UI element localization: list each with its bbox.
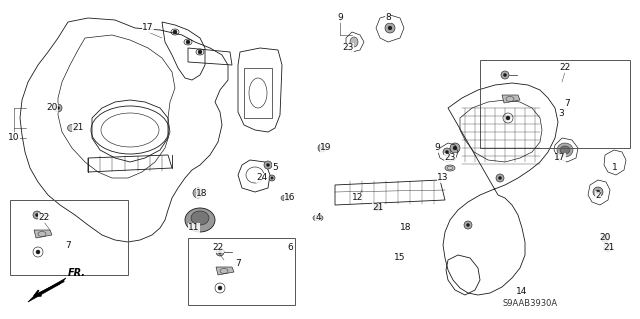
Circle shape (36, 250, 40, 254)
Text: 6: 6 (287, 243, 293, 253)
Circle shape (496, 174, 504, 182)
Circle shape (54, 104, 62, 112)
Text: 8: 8 (385, 13, 391, 23)
Circle shape (506, 116, 510, 120)
Polygon shape (34, 230, 52, 238)
Text: 22: 22 (559, 63, 571, 72)
Circle shape (321, 146, 324, 150)
Circle shape (388, 26, 392, 30)
Text: 20: 20 (599, 234, 611, 242)
Polygon shape (502, 95, 520, 103)
Text: 18: 18 (400, 224, 412, 233)
Text: 3: 3 (558, 108, 564, 117)
Polygon shape (216, 267, 234, 275)
Bar (188, 238, 295, 305)
Text: 19: 19 (320, 144, 332, 152)
Text: 7: 7 (564, 100, 570, 108)
Bar (480, 60, 630, 148)
Polygon shape (28, 278, 66, 302)
Ellipse shape (445, 165, 455, 171)
Bar (244, 68, 272, 118)
Text: 21: 21 (72, 123, 84, 132)
Text: 14: 14 (516, 287, 528, 296)
Text: 17: 17 (142, 24, 154, 33)
Circle shape (35, 213, 38, 217)
Circle shape (271, 177, 273, 179)
Text: 23: 23 (342, 43, 354, 53)
Ellipse shape (281, 195, 291, 201)
Ellipse shape (604, 244, 612, 251)
Text: 4: 4 (315, 213, 321, 222)
Circle shape (499, 176, 502, 180)
Circle shape (596, 190, 600, 194)
Circle shape (467, 223, 470, 226)
Circle shape (216, 248, 224, 256)
Circle shape (445, 150, 449, 154)
Circle shape (186, 40, 190, 44)
Circle shape (218, 250, 221, 254)
Circle shape (266, 163, 269, 167)
Text: 7: 7 (65, 241, 71, 249)
Circle shape (501, 71, 509, 79)
Circle shape (196, 191, 200, 195)
Text: 23: 23 (444, 153, 456, 162)
Text: 12: 12 (352, 194, 364, 203)
Ellipse shape (557, 143, 573, 157)
Circle shape (33, 211, 41, 219)
Circle shape (198, 50, 202, 54)
Bar (10, 200, 128, 275)
Text: 22: 22 (212, 243, 223, 253)
Circle shape (464, 221, 472, 229)
Circle shape (504, 73, 507, 77)
Text: S9AAB3930A: S9AAB3930A (502, 299, 557, 308)
Circle shape (56, 107, 60, 110)
Text: FR.: FR. (68, 268, 86, 278)
Text: 9: 9 (337, 13, 343, 23)
Text: 15: 15 (394, 254, 406, 263)
Circle shape (604, 236, 607, 240)
Circle shape (593, 187, 603, 197)
Ellipse shape (191, 211, 209, 225)
Circle shape (450, 143, 460, 153)
Ellipse shape (185, 208, 215, 232)
Text: 11: 11 (188, 224, 200, 233)
Text: 10: 10 (8, 132, 20, 142)
Circle shape (173, 30, 177, 34)
Ellipse shape (350, 37, 358, 47)
Text: 9: 9 (434, 144, 440, 152)
Text: 13: 13 (437, 174, 449, 182)
Ellipse shape (313, 215, 323, 221)
Text: 17: 17 (554, 153, 566, 162)
Circle shape (385, 23, 395, 33)
Circle shape (443, 148, 451, 156)
Circle shape (374, 203, 382, 211)
Text: 1: 1 (612, 164, 618, 173)
Text: 7: 7 (235, 258, 241, 268)
Circle shape (453, 146, 457, 150)
Text: 21: 21 (372, 204, 384, 212)
Ellipse shape (560, 146, 570, 154)
Circle shape (264, 161, 272, 169)
Text: 16: 16 (284, 194, 296, 203)
Text: 21: 21 (604, 243, 614, 253)
Text: 2: 2 (595, 191, 601, 201)
Ellipse shape (67, 124, 77, 131)
Circle shape (601, 234, 609, 242)
Text: 22: 22 (38, 213, 50, 222)
Circle shape (193, 188, 203, 198)
Circle shape (269, 175, 275, 181)
Text: 20: 20 (46, 103, 58, 113)
Circle shape (218, 286, 222, 290)
Text: 18: 18 (196, 189, 208, 197)
Circle shape (318, 144, 326, 152)
Text: 24: 24 (257, 174, 268, 182)
Circle shape (376, 205, 380, 209)
Text: 5: 5 (272, 164, 278, 173)
